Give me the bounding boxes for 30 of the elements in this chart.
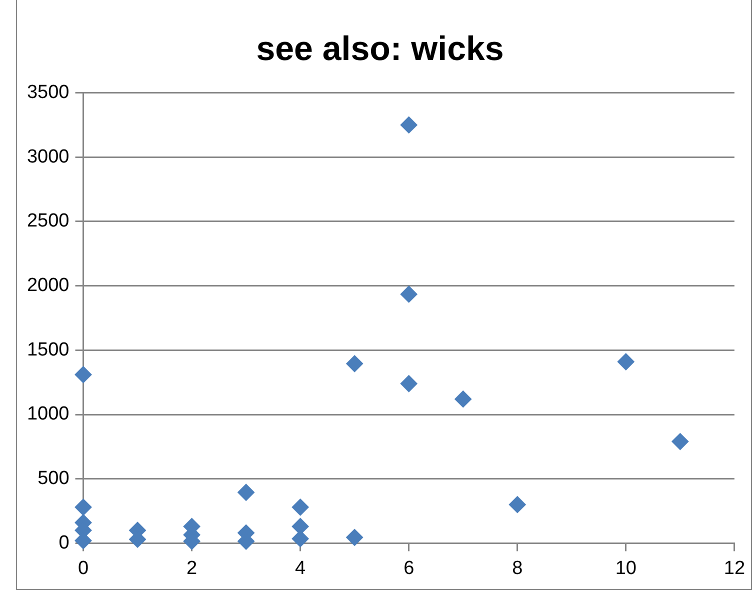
x-tick-label: 10 [615, 558, 636, 579]
y-tick-label: 2000 [26, 275, 70, 296]
y-tick-label: 1500 [26, 339, 70, 360]
point [346, 355, 364, 372]
point [292, 518, 309, 535]
point [292, 498, 309, 516]
x-tick-label: 8 [512, 558, 523, 579]
point [672, 433, 689, 450]
point [74, 498, 92, 516]
y-tick-label: 3500 [26, 82, 70, 104]
y-tick-label: 500 [38, 468, 70, 490]
point [400, 116, 418, 134]
y-tick-label: 0 [58, 532, 70, 554]
y-tick-label: 3000 [26, 146, 70, 168]
x-tick-label: 6 [404, 558, 414, 579]
y-tick-label: 1000 [26, 404, 70, 425]
point [617, 353, 634, 370]
point [400, 286, 418, 303]
point [508, 496, 526, 514]
point [400, 375, 418, 392]
x-tick-label: 0 [78, 558, 89, 579]
point [346, 528, 364, 546]
y-tick-label: 2500 [26, 210, 70, 232]
x-tick-label: 2 [186, 558, 198, 579]
x-tick-label: 4 [295, 558, 306, 579]
point [454, 390, 472, 408]
point [238, 484, 255, 501]
chart-title: see also: wicks [256, 30, 504, 68]
point [74, 366, 92, 384]
x-tick-label: 12 [724, 558, 746, 579]
